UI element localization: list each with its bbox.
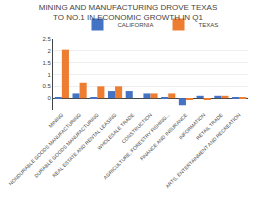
svg-text:0.5: 0.5	[42, 83, 51, 89]
svg-text:MINING: MINING	[47, 112, 64, 129]
svg-text:ARTS, ENTERTAINMENT AND RECREA: ARTS, ENTERTAINMENT AND RECREATION	[164, 111, 242, 189]
svg-text:AGRICULTURE, FORESTRY FISHING.: AGRICULTURE, FORESTRY FISHING...	[102, 112, 171, 181]
svg-text:1: 1	[47, 72, 51, 78]
svg-text:CALIFORNIA: CALIFORNIA	[118, 22, 154, 28]
svg-text:INFORMATION: INFORMATION	[177, 111, 206, 140]
svg-text:TEXAS: TEXAS	[199, 22, 219, 28]
svg-text:1.5: 1.5	[42, 60, 51, 66]
svg-text:REAL ESTATE AND RENTAL LEASING: REAL ESTATE AND RENTAL LEASING	[51, 112, 118, 179]
svg-text:WHOLESALE TRADE: WHOLESALE TRADE	[96, 111, 136, 151]
svg-text:0: 0	[47, 95, 51, 101]
svg-text:RETAIL TRADE: RETAIL TRADE	[195, 111, 225, 141]
svg-text:MINING AND MANUFACTURING DROVE: MINING AND MANUFACTURING DROVE TEXASTO N…	[39, 3, 218, 22]
svg-text:2: 2	[47, 48, 51, 54]
svg-text:2.5: 2.5	[42, 36, 51, 42]
svg-text:FINANCE AND INSURANCE: FINANCE AND INSURANCE	[139, 111, 189, 161]
svg-text:DURABLE GOODS MANUFACTURING: DURABLE GOODS MANUFACTURING	[33, 112, 100, 179]
svg-text:NONDURABLE GOODS MANUFACTURING: NONDURABLE GOODS MANUFACTURING	[7, 112, 82, 187]
svg-text:CONSTRUCTION: CONSTRUCTION	[120, 111, 153, 144]
